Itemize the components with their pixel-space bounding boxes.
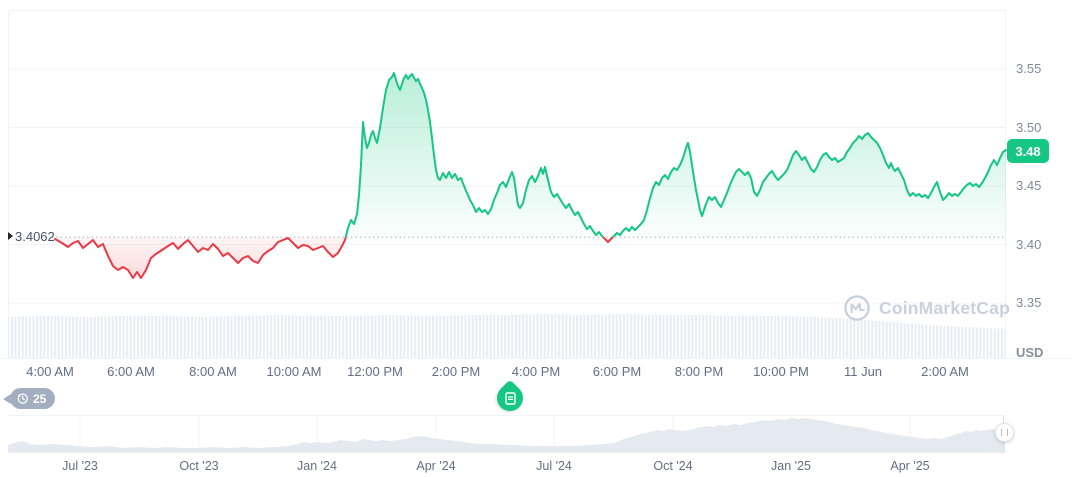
current-price-badge: 3.48 xyxy=(1007,139,1049,163)
handle-grip-icon xyxy=(1001,429,1008,436)
annotations-history-pill[interactable]: 25 xyxy=(2,388,56,409)
price-axis-unit-label: USD xyxy=(1016,345,1044,360)
time-tick-label: 10:00 AM xyxy=(266,364,322,379)
time-tick-label: 12:00 PM xyxy=(347,364,403,379)
navigator-tick-label: Jan '25 xyxy=(771,459,811,473)
price-tick-label: 3.45 xyxy=(1016,178,1042,193)
navigator-tick-label: Apr '25 xyxy=(890,459,930,473)
time-tick-label: 4:00 AM xyxy=(26,364,74,379)
time-tick-label: 4:00 PM xyxy=(511,364,561,379)
watermark-text: CoinMarketCap xyxy=(879,297,1010,318)
price-tick-label: 3.55 xyxy=(1016,61,1042,76)
navigator-range-handle[interactable] xyxy=(995,423,1014,442)
time-tick-label: 2:00 PM xyxy=(431,364,481,379)
navigator-tick-label: Oct '23 xyxy=(179,459,219,473)
baseline-price-label: 3.4062 xyxy=(15,229,55,244)
price-tick-label: 3.50 xyxy=(1016,119,1042,135)
time-tick-label: 2:00 AM xyxy=(921,364,969,379)
time-tick-label: 10:00 PM xyxy=(753,364,809,379)
document-icon xyxy=(504,391,516,405)
annotations-count: 25 xyxy=(33,391,47,406)
price-tick-label: 3.40 xyxy=(1016,236,1042,252)
time-tick-label: 6:00 AM xyxy=(107,364,155,379)
coinmarketcap-logo-icon xyxy=(844,295,870,321)
time-tick-label: 11 Jun xyxy=(843,364,883,379)
news-flag-marker[interactable] xyxy=(491,379,529,417)
time-tick-label: 8:00 AM xyxy=(189,364,237,379)
history-clock-icon xyxy=(17,393,28,404)
navigator-tick-label: Apr '24 xyxy=(416,459,456,473)
watermark: CoinMarketCap xyxy=(843,294,1010,322)
navigator-tick-label: Jul '23 xyxy=(62,459,98,473)
navigator-tick-label: Jul '24 xyxy=(536,459,572,473)
navigator-tick-label: Jan '24 xyxy=(297,459,337,473)
baseline-flag-icon xyxy=(8,232,13,240)
time-tick-label: 6:00 PM xyxy=(592,364,642,379)
time-tick-label: 8:00 PM xyxy=(674,364,724,379)
price-tick-label: 3.35 xyxy=(1016,295,1042,310)
navigator-tick-label: Oct '24 xyxy=(653,459,693,473)
